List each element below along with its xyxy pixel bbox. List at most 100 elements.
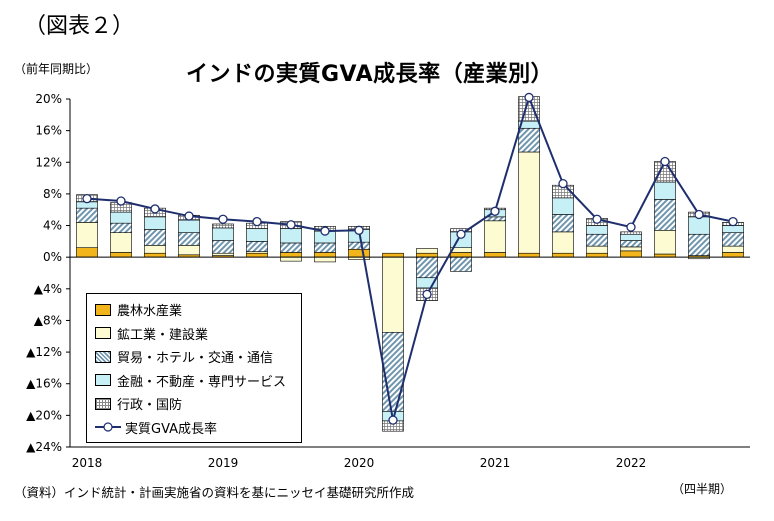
y-tick-label: ▲24% xyxy=(26,440,62,454)
bar-segment-mining xyxy=(314,256,336,263)
bar-segment-public xyxy=(620,231,642,235)
legend-item-mining: 鉱工業・建設業 xyxy=(95,322,293,346)
bar-segment-mining xyxy=(144,245,166,254)
legend-item-gva: 実質GVA成長率 xyxy=(95,416,293,440)
gva-point xyxy=(558,178,568,189)
bar-segment-agri xyxy=(722,252,744,258)
gva-line xyxy=(86,94,734,421)
bar-segment-mining xyxy=(76,222,98,248)
bar-segment-agri xyxy=(110,252,132,258)
bar-segment-agri xyxy=(552,252,574,258)
y-tick-label: ▲20% xyxy=(26,408,62,422)
bar-segment-mining xyxy=(212,252,234,256)
bar-segment-mining xyxy=(586,245,608,254)
gva-point xyxy=(82,194,92,204)
gva-point xyxy=(218,214,228,224)
axis-layer: 20% 16% 12% 8% 4% 0% ▲4% ▲8% ▲12% ▲16% ▲20% ▲24% 201… xyxy=(26,92,750,470)
y-axis-unit-label: （前年同期比） xyxy=(14,62,99,76)
gva-point xyxy=(320,226,330,236)
bar-segment-trade xyxy=(552,214,574,233)
legend-label-finance: 金融・不動産・専門サービス xyxy=(117,374,287,390)
bar-segment-agri xyxy=(314,252,336,258)
y-tick-label: ▲16% xyxy=(26,377,62,391)
gva-point xyxy=(524,92,534,103)
bar-segment-trade xyxy=(178,232,200,246)
bar-segment-trade xyxy=(518,127,540,153)
legend-swatch-finance xyxy=(95,374,111,387)
bar-segment-finance xyxy=(144,216,166,230)
gva-point xyxy=(388,415,398,425)
bar-segment-agri xyxy=(518,252,540,258)
legend-item-agri: 農林水産業 xyxy=(95,298,293,322)
bar-segment-trade xyxy=(586,233,608,247)
gva-point xyxy=(286,220,296,230)
bar-segment-trade xyxy=(144,229,166,246)
gva-point xyxy=(422,289,432,300)
bar-segment-finance xyxy=(552,197,574,215)
bar-segment-agri xyxy=(246,252,268,258)
bar-segment-agri xyxy=(450,252,472,258)
gva-point xyxy=(490,206,500,216)
bar-segment-trade xyxy=(212,240,234,254)
bar-segment-trade xyxy=(280,242,302,253)
bar-segment-mining xyxy=(620,246,642,252)
bar-segment-finance xyxy=(246,228,268,242)
legend-label-public: 行政・国防 xyxy=(117,398,183,414)
bar-segment-mining xyxy=(110,232,132,253)
legend-label-gva: 実質GVA成長率 xyxy=(125,421,218,437)
y-tick-label: 4% xyxy=(43,219,62,233)
legend-swatch-public xyxy=(95,397,111,410)
x-year-label: 2020 xyxy=(344,456,375,470)
bar-segment-trade xyxy=(654,199,676,231)
y-tick-label: 12% xyxy=(35,155,62,169)
legend-swatch-agri xyxy=(95,303,111,316)
bar-segment-finance xyxy=(110,211,132,224)
y-tick-label: 16% xyxy=(35,124,62,138)
bar-segment-trade xyxy=(246,241,268,252)
gva-point xyxy=(456,229,466,239)
source-note: （資料）インド統計・計画実施省の資料を基にニッセイ基礎研究所作成 xyxy=(14,485,415,500)
bar-segment-mining xyxy=(484,220,506,253)
gva-point xyxy=(728,216,738,227)
gva-point xyxy=(592,214,602,224)
bar-segment-agri xyxy=(586,252,608,258)
bar-segment-mining xyxy=(416,248,438,254)
y-tick-label: ▲4% xyxy=(34,282,62,296)
bar-segment-mining xyxy=(518,151,540,254)
bar-segment-finance xyxy=(586,225,608,235)
legend-swatch-mining xyxy=(95,327,111,340)
bar-segment-mining xyxy=(178,245,200,256)
bar-segment-finance xyxy=(620,233,642,241)
bar-segment-trade xyxy=(416,256,438,279)
bar-segment-trade xyxy=(348,241,370,250)
bar-segment-trade xyxy=(110,222,132,233)
gva-point xyxy=(116,196,126,206)
legend-label-mining: 鉱工業・建設業 xyxy=(117,327,209,343)
bar-segment-mining xyxy=(280,256,302,262)
legend-swatch-trade xyxy=(95,350,111,363)
bar-segment-finance xyxy=(654,181,676,200)
bar-segment-agri xyxy=(416,252,438,258)
gva-point xyxy=(184,211,194,221)
gva-point xyxy=(694,209,704,220)
legend-line-marker-icon xyxy=(95,422,121,432)
bar-segment-mining xyxy=(552,231,574,254)
bar-segment-finance xyxy=(280,228,302,244)
bar-segment-finance xyxy=(212,227,234,241)
bar-segment-mining xyxy=(654,229,676,255)
gva-point xyxy=(150,204,160,214)
bar-segment-agri xyxy=(280,252,302,258)
x-axis-period-label: （四半期） xyxy=(672,482,733,496)
legend: 農林水産業 鉱工業・建設業 貿易・ホテル・交通・通信 金融・不動産・専門サービス… xyxy=(86,293,302,443)
y-tick-label: 20% xyxy=(35,92,62,106)
legend-label-agri: 農林水産業 xyxy=(117,304,183,320)
y-tick-label: ▲12% xyxy=(26,345,62,359)
bar-segment-mining xyxy=(382,256,404,333)
figure-label: （図表２） xyxy=(24,14,135,39)
bar-segment-trade xyxy=(620,240,642,248)
legend-item-public: 行政・国防 xyxy=(95,392,293,416)
gva-point xyxy=(354,225,364,235)
bar-segment-trade xyxy=(382,332,404,412)
x-year-label: 2018 xyxy=(72,456,103,470)
